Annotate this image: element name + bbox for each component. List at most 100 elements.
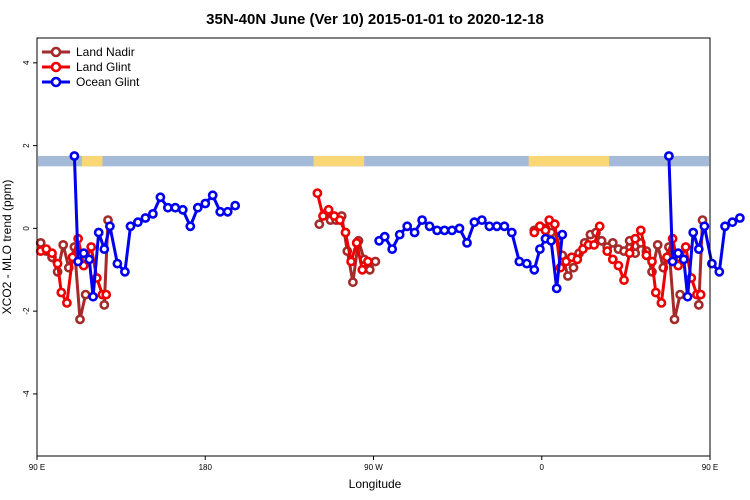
data-point (387, 244, 398, 254)
data-point (695, 289, 706, 300)
data-point (529, 227, 540, 238)
x-tick-label: 0 (540, 463, 545, 472)
data-point (454, 223, 465, 234)
series-land-glint (35, 188, 706, 308)
data-point (669, 314, 680, 325)
data-point (379, 231, 390, 242)
data-point (656, 297, 667, 308)
data-point (170, 202, 181, 213)
data-point (112, 258, 123, 269)
data-point (707, 258, 717, 269)
data-point (624, 248, 635, 259)
data-point (132, 217, 143, 228)
data-point (650, 287, 661, 298)
y-axis-label: XCO2 - MLO trend (ppm) (0, 180, 14, 315)
data-point (318, 211, 328, 221)
data-point (630, 233, 641, 244)
data-point (514, 256, 525, 267)
data-point (529, 264, 540, 275)
data-point (667, 256, 678, 267)
x-tick-label: 180 (199, 463, 213, 472)
data-point (340, 227, 351, 238)
y-tick-label: 4 (22, 60, 31, 65)
data-point (462, 237, 472, 248)
data-point (362, 256, 373, 267)
legend-item-ocean-glint: Ocean Glint (42, 75, 140, 89)
data-point (93, 227, 104, 238)
data-point (125, 221, 136, 232)
data-point (78, 248, 89, 259)
legend-label: Land Nadir (76, 45, 135, 59)
legend-label: Ocean Glint (76, 75, 140, 89)
data-point (101, 289, 112, 300)
data-point (346, 256, 356, 267)
data-point (693, 299, 704, 310)
data-point (594, 221, 605, 232)
data-point (491, 221, 502, 232)
data-point (80, 289, 91, 300)
y-tick-label: 2 (22, 143, 31, 148)
data-point (147, 208, 158, 219)
x-axis: 90 E 180 90 W 0 90 E (29, 456, 718, 472)
legend-label: Land Glint (76, 60, 131, 74)
data-point (364, 264, 375, 275)
data-point (602, 246, 613, 256)
data-point (521, 258, 532, 269)
data-point (86, 242, 97, 252)
data-point (506, 227, 517, 238)
data-point (535, 244, 545, 254)
x-tick-label: 90 E (29, 463, 45, 472)
data-point (540, 225, 551, 236)
data-point (394, 229, 405, 240)
data-point (439, 225, 450, 236)
data-point (52, 258, 63, 269)
data-point (613, 260, 624, 271)
data-point (682, 291, 693, 302)
y-tick-label: -2 (22, 307, 31, 315)
data-point (314, 219, 325, 230)
data-point (572, 254, 583, 265)
data-point (673, 248, 684, 259)
legend-marker (50, 61, 62, 73)
data-point (75, 314, 85, 325)
data-point (409, 227, 420, 238)
land-sea-band (38, 155, 709, 167)
chart-title: 35N-40N June (Ver 10) 2015-01-01 to 2020… (206, 11, 544, 28)
x-tick-label: 90 W (364, 463, 383, 472)
data-point (607, 237, 618, 248)
data-point (120, 266, 130, 277)
data-point (688, 227, 699, 238)
data-point (607, 254, 618, 265)
y-tick-label: -4 (22, 390, 31, 398)
data-point (693, 244, 704, 254)
data-point (424, 221, 435, 232)
data-point (596, 235, 607, 246)
data-point (549, 219, 560, 230)
series-land-nadir (35, 208, 708, 325)
data-point (99, 244, 110, 254)
data-point (568, 262, 579, 273)
data-point (720, 221, 730, 232)
data-point (215, 206, 226, 217)
data-point (58, 239, 69, 250)
data-point (641, 250, 652, 261)
data-point (447, 225, 457, 236)
data-point (652, 239, 663, 250)
data-point (727, 217, 738, 228)
data-point (73, 256, 83, 267)
data-point (499, 221, 510, 232)
data-point (714, 266, 725, 277)
data-point (200, 198, 211, 209)
series-ocean-glint (69, 151, 745, 302)
data-point (47, 248, 57, 259)
data-point (402, 221, 413, 232)
series-layer (35, 151, 745, 325)
data-point (675, 289, 685, 300)
y-axis: -4 -2 0 2 4 (22, 60, 37, 397)
data-point (140, 213, 151, 223)
x-axis-label: Longitude (349, 477, 402, 491)
data-point (619, 275, 629, 285)
legend-item-land-glint: Land Glint (42, 60, 131, 74)
data-point (635, 225, 646, 236)
